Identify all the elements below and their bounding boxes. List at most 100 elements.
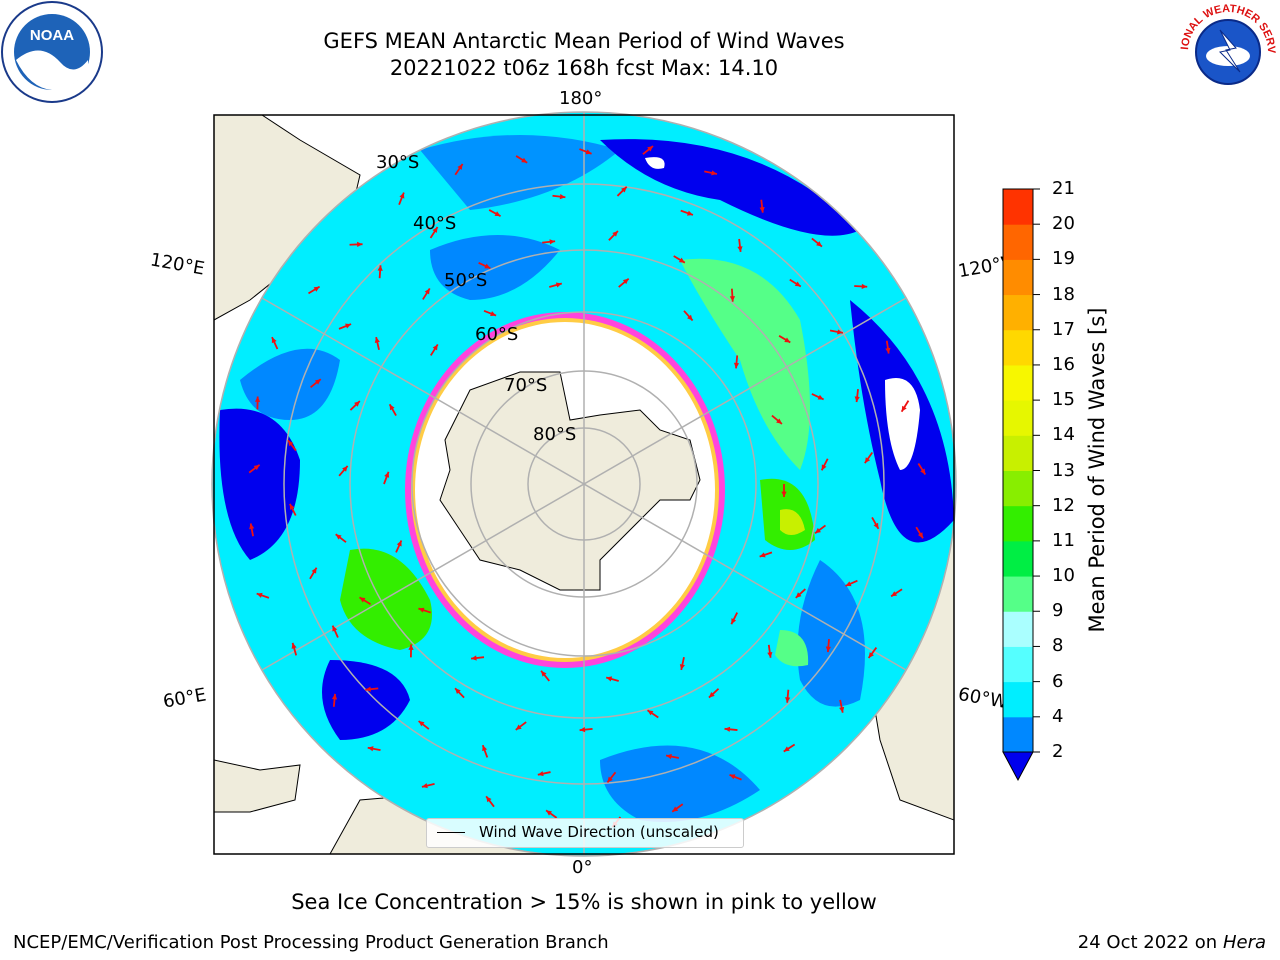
wave-arrow-head [784, 337, 791, 343]
colorbar-extend-arrow [1002, 751, 1034, 782]
colorbar-tick-label: 10 [1052, 565, 1075, 587]
wave-arrow-head [490, 311, 497, 317]
wave-arrow-head [795, 592, 802, 598]
wave-arrow-head [314, 379, 321, 385]
wave-arrow-head [885, 347, 891, 354]
legend-label: Wind Wave Direction (unscaled) [479, 823, 719, 841]
wave-arrow-head [708, 691, 715, 698]
sea-ice-note: Sea Ice Concentration > 15% is shown in … [291, 890, 877, 914]
wave-arrow-head [868, 652, 874, 658]
wave-arrow-head [311, 567, 317, 574]
wave-arrow-head [917, 532, 923, 539]
colorbar-tick-label: 14 [1052, 424, 1075, 446]
wave-arrow-head [666, 754, 672, 760]
wave-arrow-head [291, 642, 297, 649]
wave-arrow-head [256, 592, 263, 598]
wave-arrow-head [845, 581, 852, 587]
wave-arrow-head [731, 618, 737, 625]
colorbar-swatch [1003, 294, 1033, 331]
wave-arrow-head [724, 726, 731, 732]
wave-arrow-head [359, 597, 366, 603]
wave-arrow-head [418, 721, 425, 727]
lat-label-40s: 40°S [413, 213, 457, 234]
wave-arrow-head [854, 396, 860, 403]
wave-arrow-head [711, 170, 717, 176]
svg-text:NOAA: NOAA [30, 27, 74, 44]
wave-arrow-head [549, 239, 556, 245]
wave-arrow-head [421, 783, 428, 789]
wave-arrow-head [759, 552, 766, 558]
wave-arrow-head [679, 664, 685, 670]
lat-label-30s: 30°S [376, 152, 420, 173]
wave-arrow-head [377, 265, 383, 271]
wave-arrow-head [555, 282, 562, 288]
wave-arrow-head [396, 540, 402, 547]
wave-arrow-head [607, 776, 613, 783]
wave-arrow-head [794, 281, 801, 287]
colorbar-swatch [1003, 470, 1033, 507]
wave-arrow-head [541, 670, 547, 677]
wave-arrow-head [767, 652, 773, 658]
wave-arrow-head [342, 465, 348, 472]
colorbar-tick-label: 17 [1052, 318, 1075, 340]
wave-arrow-head [901, 405, 907, 412]
wave-arrow-head [486, 796, 492, 803]
wave-arrow-head [729, 774, 736, 780]
wave-arrow-head [254, 396, 261, 402]
colorbar-tick-label: 21 [1052, 178, 1075, 199]
colorbar-tick-label: 16 [1052, 353, 1075, 375]
wave-arrow-head [776, 418, 782, 424]
wave-arrow-head [839, 706, 845, 713]
wave-arrow-head [817, 394, 824, 400]
colorbar-swatch [1003, 224, 1033, 260]
colorbar-tick-label: 20 [1052, 213, 1075, 235]
footer-date: 24 Oct 2022 on Hera [1078, 932, 1266, 953]
wave-arrow-head [471, 655, 477, 661]
colorbar-tick-label: 11 [1052, 529, 1075, 551]
wave-arrow-head [537, 771, 544, 777]
wave-arrow-head [494, 211, 501, 217]
wave-arrow-head [687, 314, 693, 321]
footer-date-text: 24 Oct 2022 on [1077, 932, 1223, 953]
colorbar-swatch [1003, 540, 1033, 577]
wave-arrow-head [733, 362, 740, 369]
lat-label-70s: 70°S [504, 375, 548, 396]
wave-arrow-head [686, 210, 693, 216]
colorbar-swatches [1003, 189, 1033, 753]
colorbar-tickmarks [1033, 188, 1040, 753]
colorbar-swatch [1003, 646, 1033, 683]
colorbar-swatch [1003, 400, 1033, 436]
wave-arrow-head [455, 688, 461, 694]
chart-subtitle-run: 20221022 t06z 168h fcst Max: 14.10 [389, 56, 779, 80]
wave-arrow-head [399, 192, 405, 199]
wave-arrow-head [289, 503, 295, 510]
nws-logo-icon: NATIONAL WEATHER SERVICE [1176, 0, 1278, 102]
wave-arrow-head [389, 404, 395, 411]
legend-line-icon [437, 832, 465, 833]
lon-label-180: 180° [559, 88, 603, 109]
wave-arrow-head [759, 206, 765, 213]
colorbar-swatch [1003, 716, 1033, 753]
lat-label-50s: 50°S [444, 270, 488, 291]
wave-arrow-head [837, 329, 843, 335]
colorbar-swatch [1003, 681, 1033, 718]
wave-arrow-head [331, 693, 338, 700]
wave-arrow-head [418, 607, 425, 613]
wave-arrow-head [920, 468, 926, 475]
wave-arrow-head [737, 246, 743, 252]
colorbar-swatch [1003, 576, 1033, 612]
colorbar-swatch [1003, 259, 1033, 296]
colorbar-swatch [1003, 435, 1033, 471]
wave-arrow-head [432, 344, 438, 351]
wave-arrow-head [612, 230, 618, 237]
colorbar-swatch [1003, 189, 1033, 225]
colorbar-swatch [1003, 611, 1033, 647]
wave-arrow-head [891, 591, 898, 597]
graticule [212, 112, 956, 856]
wave-arrow-head [585, 149, 592, 155]
wave-arrow-head [287, 440, 294, 447]
wave-arrow-head [515, 724, 522, 730]
wave-arrow-head [457, 163, 463, 170]
